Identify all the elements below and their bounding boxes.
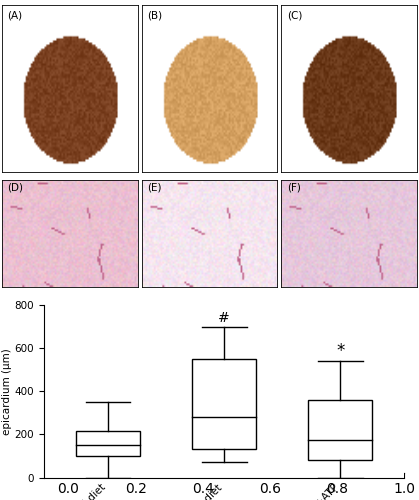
Text: (F): (F) (287, 183, 301, 193)
Text: (C): (C) (287, 10, 302, 20)
Text: *: * (336, 342, 344, 360)
Text: #: # (218, 311, 230, 325)
Bar (76, 431, 140, 456)
Bar (192, 359, 256, 450)
Text: (A): (A) (8, 10, 23, 20)
Y-axis label: Thickness of fat layer in
epicardium (μm): Thickness of fat layer in epicardium (μm… (0, 328, 12, 454)
Text: (B): (B) (147, 10, 162, 20)
Text: (D): (D) (8, 183, 23, 193)
Bar (308, 400, 372, 460)
Text: (E): (E) (147, 183, 162, 193)
